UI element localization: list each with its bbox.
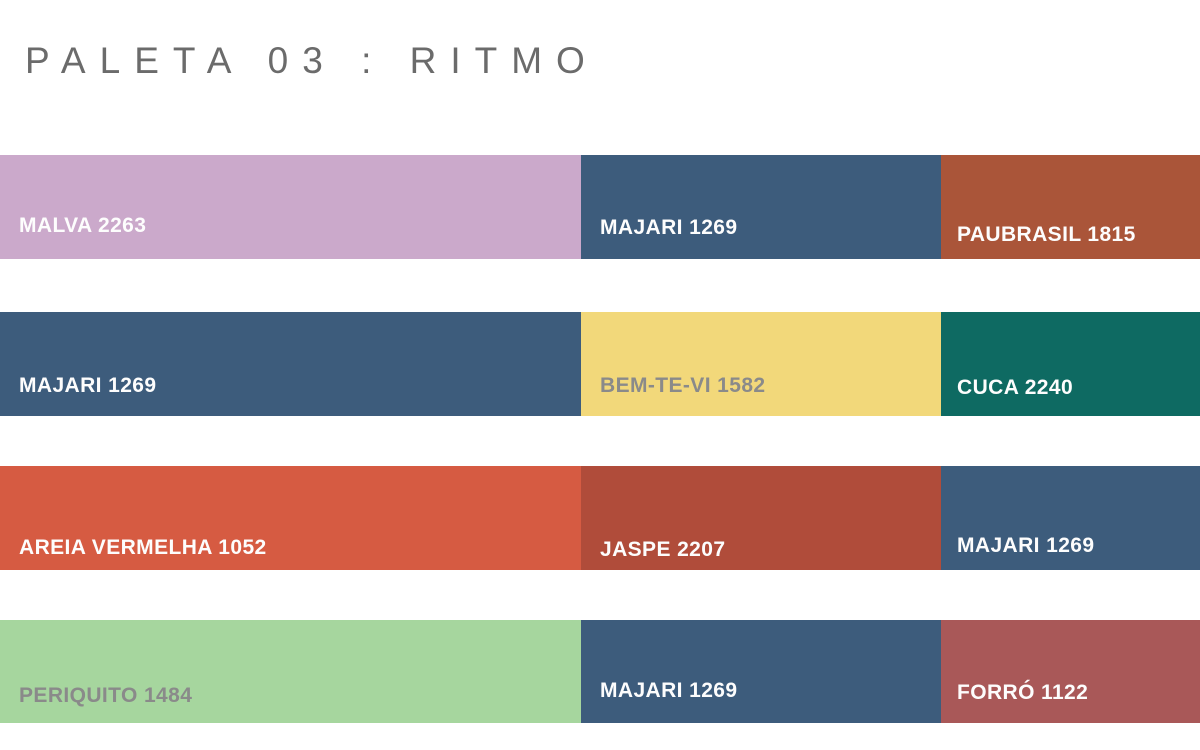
swatch-label: MAJARI 1269 bbox=[600, 216, 738, 239]
color-swatch: AREIA VERMELHA 1052 bbox=[0, 466, 581, 570]
color-swatch: PERIQUITO 1484 bbox=[0, 620, 581, 723]
palette-title: PALETA 03 : RITMO bbox=[25, 40, 599, 81]
swatch-label: BEM-TE-VI 1582 bbox=[600, 374, 766, 397]
palette-row: MALVA 2263 MAJARI 1269 PAUBRASIL 1815 bbox=[0, 155, 1200, 259]
swatch-label: MAJARI 1269 bbox=[19, 374, 157, 397]
color-swatch: MAJARI 1269 bbox=[941, 466, 1200, 570]
palette-row: AREIA VERMELHA 1052 JASPE 2207 MAJARI 12… bbox=[0, 466, 1200, 570]
color-swatch: JASPE 2207 bbox=[581, 466, 941, 570]
swatch-label: AREIA VERMELHA 1052 bbox=[19, 536, 267, 559]
swatch-label: MAJARI 1269 bbox=[600, 679, 738, 702]
color-swatch: MAJARI 1269 bbox=[0, 312, 581, 416]
color-swatch: FORRÓ 1122 bbox=[941, 620, 1200, 723]
swatch-label: MAJARI 1269 bbox=[957, 534, 1095, 557]
swatch-label: CUCA 2240 bbox=[957, 376, 1074, 399]
color-swatch: PAUBRASIL 1815 bbox=[941, 155, 1200, 259]
swatch-label: FORRÓ 1122 bbox=[957, 681, 1089, 704]
swatch-label: MALVA 2263 bbox=[19, 214, 147, 237]
palette-row: PERIQUITO 1484 MAJARI 1269 FORRÓ 1122 bbox=[0, 620, 1200, 723]
swatch-label: PAUBRASIL 1815 bbox=[957, 223, 1136, 246]
color-swatch: CUCA 2240 bbox=[941, 312, 1200, 416]
color-swatch: MAJARI 1269 bbox=[581, 620, 941, 723]
color-swatch: BEM-TE-VI 1582 bbox=[581, 312, 941, 416]
palette-row: MAJARI 1269 BEM-TE-VI 1582 CUCA 2240 bbox=[0, 312, 1200, 416]
swatch-label: PERIQUITO 1484 bbox=[19, 684, 193, 707]
color-swatch: MAJARI 1269 bbox=[581, 155, 941, 259]
color-swatch: MALVA 2263 bbox=[0, 155, 581, 259]
swatch-label: JASPE 2207 bbox=[600, 538, 726, 561]
palette-grid: MALVA 2263 MAJARI 1269 PAUBRASIL 1815 MA… bbox=[0, 155, 1200, 723]
